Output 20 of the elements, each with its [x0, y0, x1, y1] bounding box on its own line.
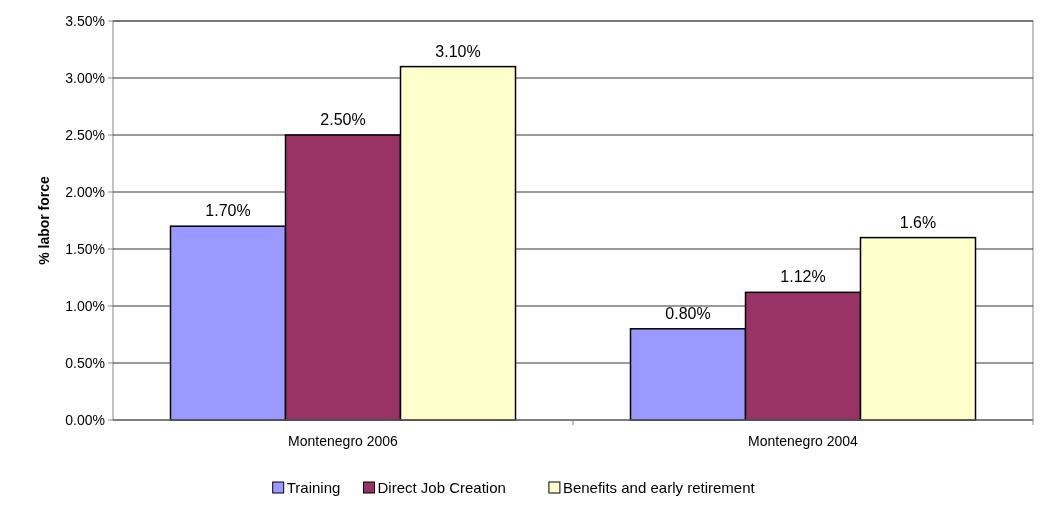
y-tick-label: 1.50% — [65, 240, 105, 257]
data-label: 1.12% — [780, 268, 826, 286]
data-label: 1.70% — [205, 202, 251, 220]
data-label: 3.10% — [435, 42, 481, 60]
y-tick-label: 3.00% — [65, 69, 105, 86]
x-tick-label: Montenegro 2006 — [288, 433, 399, 449]
data-label: 0.80% — [665, 304, 711, 322]
data-label: 2.50% — [320, 111, 366, 128]
y-tick-label: 2.00% — [65, 183, 105, 200]
legend-label: Benefits and early retirement — [562, 479, 756, 496]
y-tick-label: 1.00% — [65, 297, 105, 314]
x-tick-label: Montenegro 2004 — [748, 433, 859, 449]
data-label: 1.6% — [899, 213, 937, 231]
y-tick-label: 0.50% — [65, 354, 105, 371]
legend-label: Training — [286, 479, 341, 496]
y-tick-label: 2.50% — [65, 126, 105, 143]
y-tick-label: 0.00% — [65, 411, 105, 428]
legend-label: Direct Job Creation — [377, 479, 506, 496]
y-axis-title: % labor force — [36, 175, 52, 265]
y-tick-label: 3.50% — [65, 12, 105, 29]
